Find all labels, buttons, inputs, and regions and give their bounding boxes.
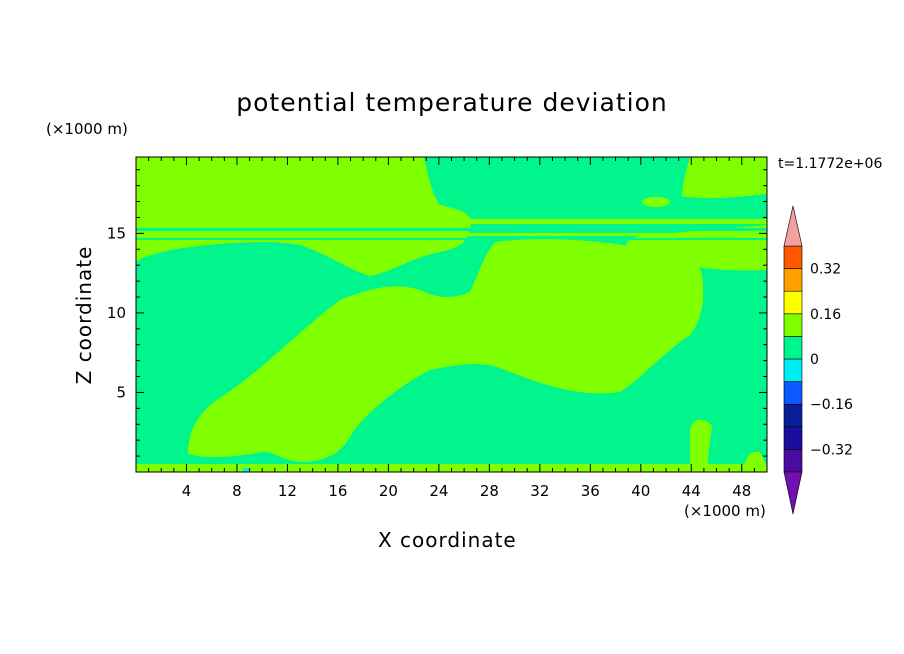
colorbar-tick-label: −0.32 bbox=[810, 442, 853, 458]
x-tick-label: 48 bbox=[732, 482, 751, 500]
x-tick-label: 44 bbox=[682, 482, 701, 500]
field-plume-positive bbox=[690, 419, 712, 466]
x-tick-label: 28 bbox=[480, 482, 499, 500]
x-axis-unit: (×1000 m) bbox=[684, 502, 766, 520]
colorbar-tick-label: −0.16 bbox=[810, 397, 853, 413]
colorbar-tick-label: 0 bbox=[810, 352, 819, 368]
y-tick-label: 15 bbox=[107, 224, 126, 242]
time-label: t=1.1772e+06 bbox=[778, 156, 883, 172]
colorbar-bin bbox=[783, 403, 803, 428]
colorbar-bin bbox=[783, 268, 803, 292]
field-band-2 bbox=[136, 228, 767, 231]
field-band-4 bbox=[136, 238, 767, 240]
field-blob-positive bbox=[642, 197, 670, 207]
colorbar-tick-label: 0.32 bbox=[810, 262, 841, 278]
field-band-1 bbox=[136, 219, 767, 224]
colorbar-bin bbox=[783, 290, 803, 315]
axis-ticks bbox=[136, 157, 767, 472]
colorbar-over-triangle bbox=[783, 205, 803, 247]
field-band-3 bbox=[136, 233, 767, 236]
field-upper-right-positive bbox=[682, 157, 767, 199]
chart-title: potential temperature deviation bbox=[236, 88, 668, 117]
field-upper-left-positive bbox=[136, 157, 471, 276]
colorbar-bin bbox=[783, 358, 803, 382]
x-tick-label: 4 bbox=[182, 482, 192, 500]
field-surface-negative-dot bbox=[243, 468, 249, 472]
x-tick-label: 24 bbox=[429, 482, 448, 500]
x-tick-label: 8 bbox=[232, 482, 242, 500]
x-tick-label: 12 bbox=[278, 482, 297, 500]
x-tick-label: 16 bbox=[328, 482, 347, 500]
x-tick-label: 20 bbox=[379, 482, 398, 500]
x-tick-label: 40 bbox=[631, 482, 650, 500]
field-corner-positive bbox=[744, 451, 767, 466]
colorbar-tick-label: 0.16 bbox=[810, 307, 841, 323]
colorbar-bin bbox=[783, 245, 803, 269]
y-tick-label: 5 bbox=[116, 383, 126, 401]
x-axis-label: X coordinate bbox=[378, 528, 517, 552]
colorbar-bin bbox=[783, 313, 803, 337]
colorbar-under-triangle bbox=[783, 471, 803, 515]
x-tick-label: 36 bbox=[581, 482, 600, 500]
y-axis-unit: (×1000 m) bbox=[46, 120, 128, 138]
colorbar-bin bbox=[783, 426, 803, 450]
colorbar-bin bbox=[783, 336, 803, 360]
x-tick-label: 32 bbox=[530, 482, 549, 500]
colorbar-bin bbox=[783, 449, 803, 473]
colorbar-bin bbox=[783, 381, 803, 405]
y-tick-label: 10 bbox=[107, 304, 126, 322]
colorbar: 0.32 0.16 0 −0.16 −0.32 bbox=[783, 205, 853, 515]
contour-field bbox=[136, 157, 767, 472]
field-diagonal-tongue-positive bbox=[188, 239, 704, 462]
